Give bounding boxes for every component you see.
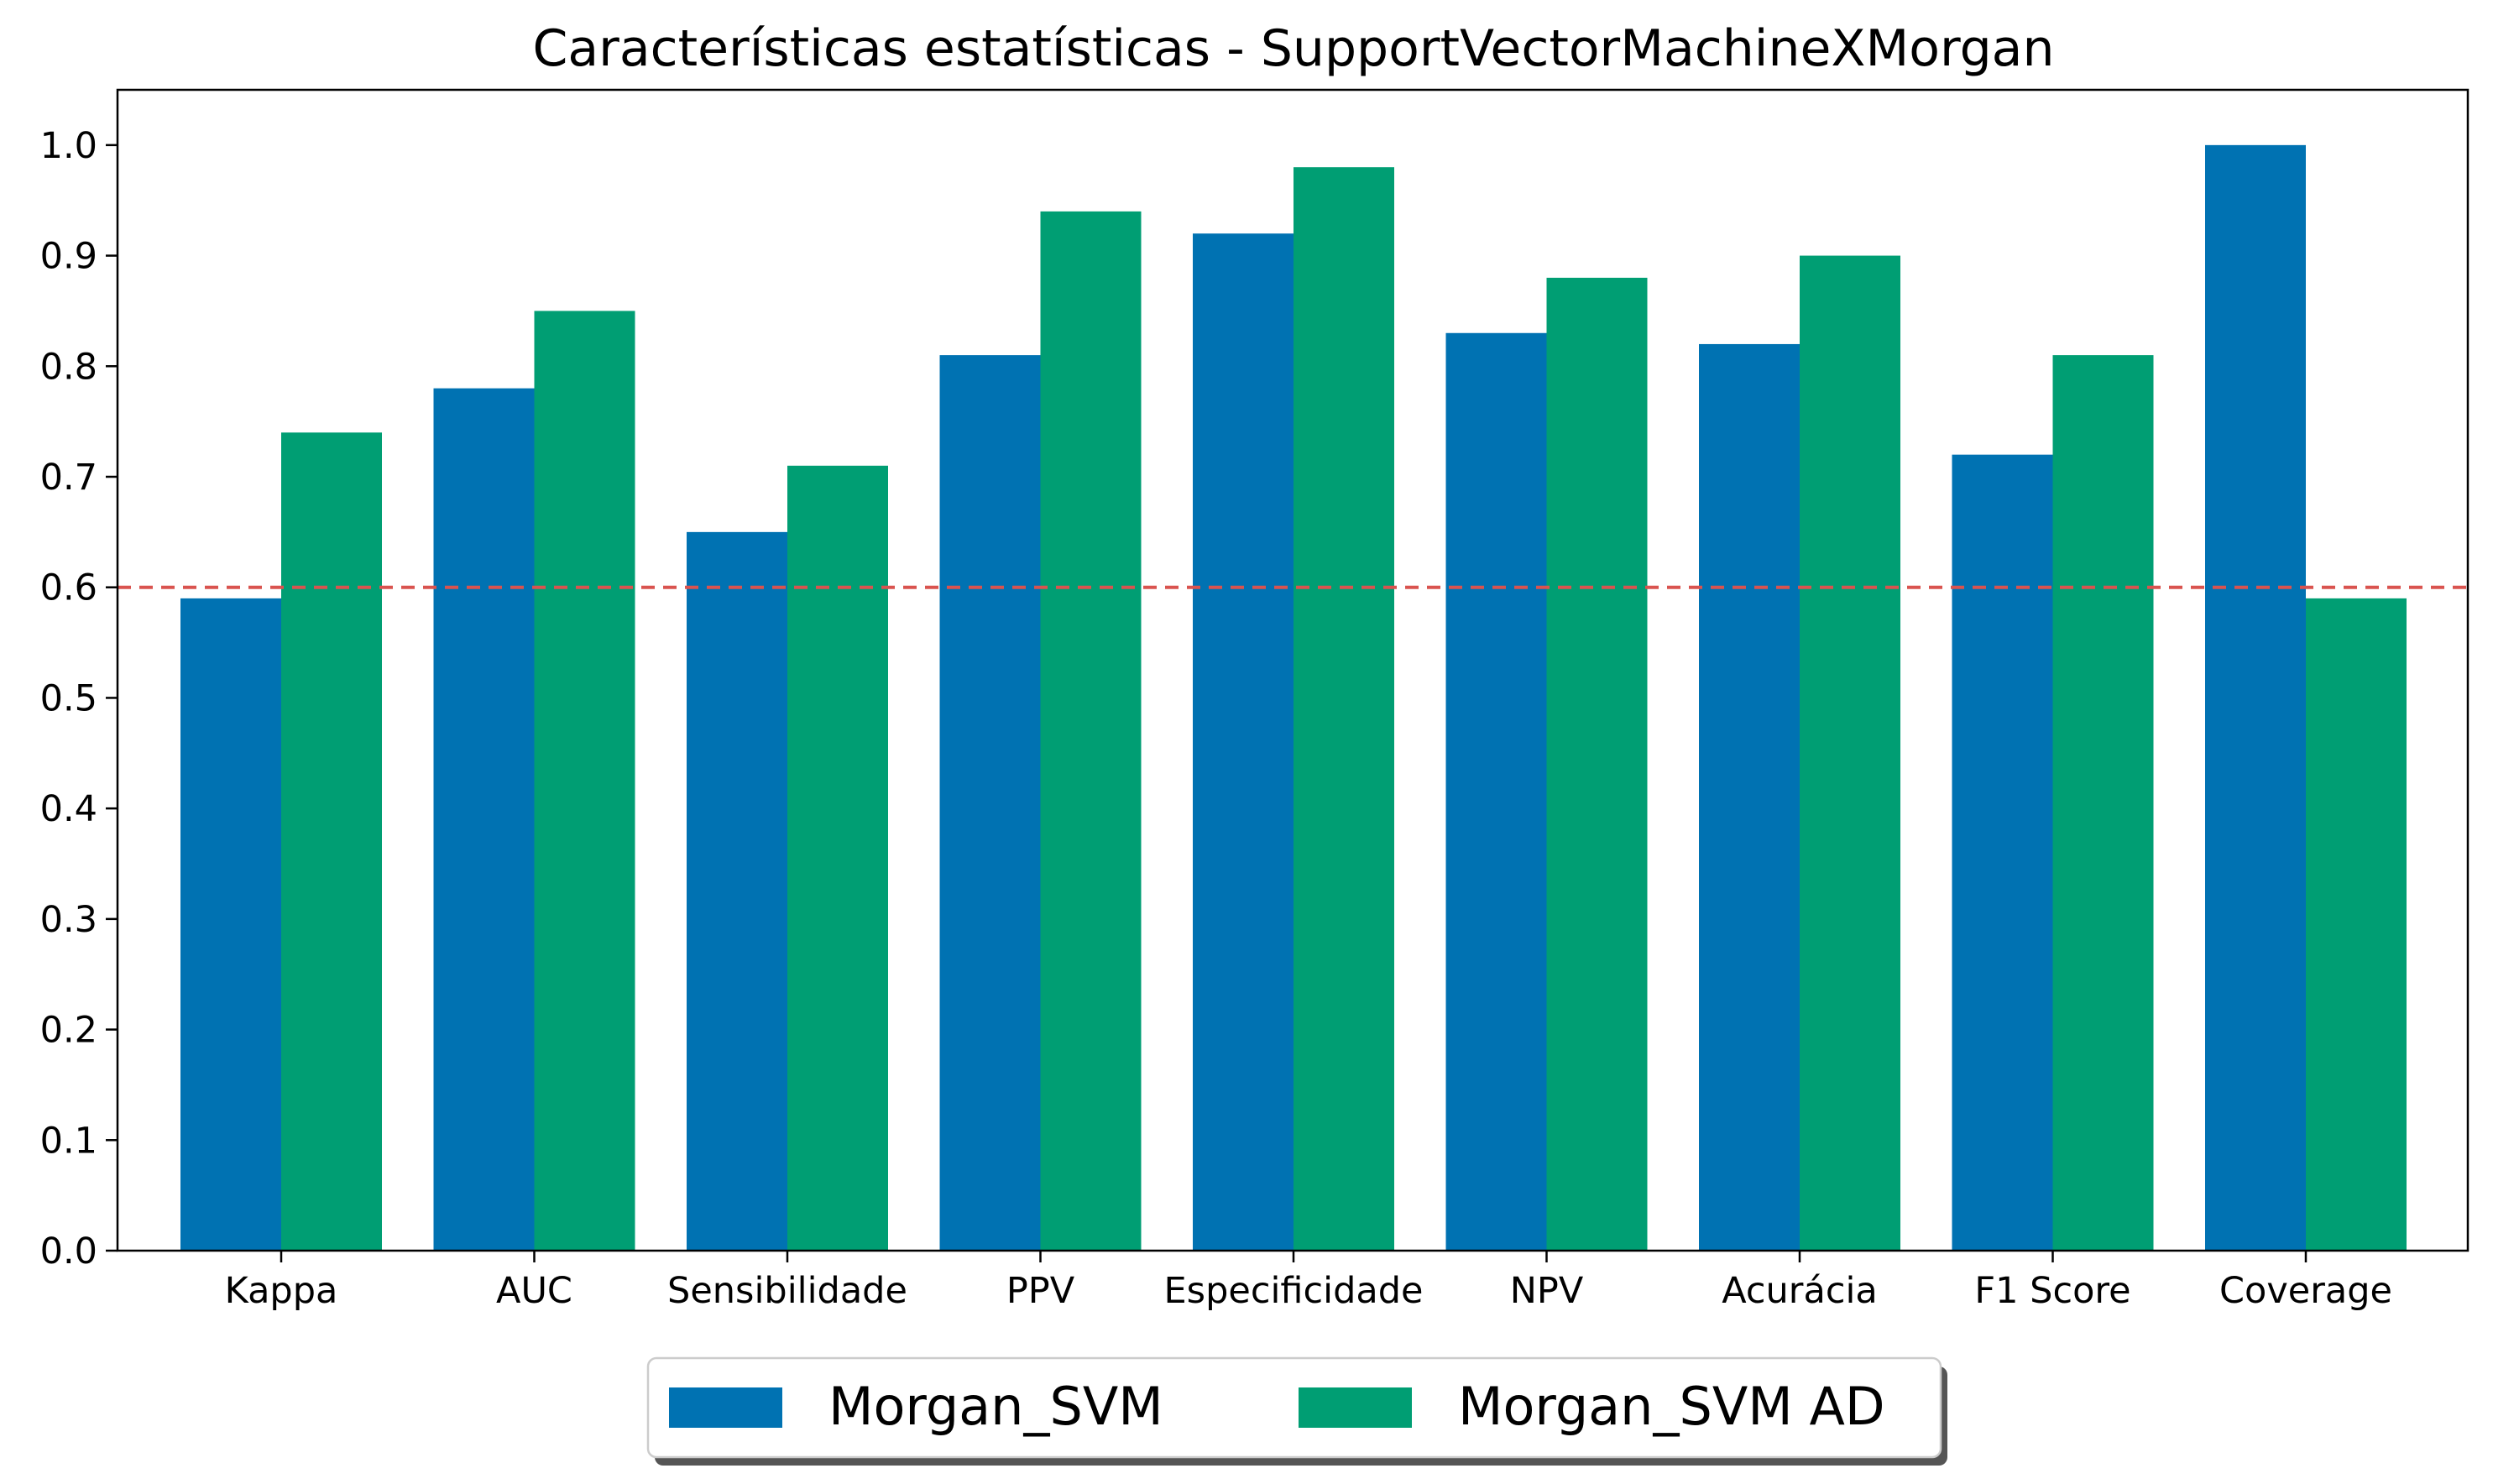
x-tick-label: Kappa [225, 1270, 338, 1312]
bar-morgan-svm-7 [1952, 454, 2053, 1251]
y-tick-label: 0.8 [40, 346, 97, 388]
legend-label: Morgan_SVM [828, 1376, 1163, 1437]
x-tick-label: Coverage [2219, 1270, 2392, 1312]
y-tick-label: 0.3 [40, 899, 97, 941]
bar-morgan-svm-ad-3 [1040, 211, 1142, 1251]
y-tick-label: 0.4 [40, 788, 97, 830]
y-tick-label: 0.9 [40, 236, 97, 278]
y-tick-label: 1.0 [40, 125, 97, 167]
bar-morgan-svm-3 [939, 355, 1041, 1251]
bar-morgan-svm-6 [1699, 343, 1800, 1251]
bar-morgan-svm-ad-0 [281, 432, 382, 1251]
bar-morgan-svm-2 [687, 531, 787, 1251]
bar-morgan-svm-1 [433, 388, 535, 1251]
x-tick-label: NPV [1510, 1270, 1584, 1312]
bar-morgan-svm-ad-4 [1294, 167, 1394, 1251]
bar-morgan-svm-5 [1445, 332, 1547, 1251]
x-tick-label: AUC [496, 1270, 572, 1312]
legend-label: Morgan_SVM AD [1458, 1376, 1885, 1437]
y-tick-label: 0.1 [40, 1120, 97, 1162]
bar-morgan-svm-ad-5 [1546, 277, 1648, 1251]
bar-morgan-svm-ad-2 [787, 465, 888, 1251]
bar-morgan-svm-0 [180, 598, 281, 1251]
bars-layer [180, 144, 2407, 1251]
legend: Morgan_SVM Morgan_SVM AD [646, 1356, 1947, 1466]
x-tick-label: F1 Score [1974, 1270, 2130, 1312]
y-tick-label: 0.2 [40, 1010, 97, 1052]
x-tick-label: PPV [1006, 1270, 1075, 1312]
legend-swatch [1299, 1387, 1412, 1428]
y-tick-label: 0.5 [40, 677, 97, 719]
legend-swatch [669, 1387, 782, 1428]
y-tick-label: 0.6 [40, 567, 97, 609]
y-tick-label: 0.0 [40, 1231, 97, 1272]
bar-morgan-svm-4 [1193, 233, 1294, 1251]
legend-box [646, 1356, 1942, 1459]
y-axis: 0.0 0.1 0.2 0.3 0.4 0.5 0.6 0.7 0.8 0.9 1.0 [40, 125, 118, 1272]
x-tick-label: Acurácia [1722, 1270, 1878, 1312]
chart-title: Características estatísticas - SupportVe… [533, 19, 2055, 78]
x-axis: Kappa AUC Sensibilidade PPV Especificidade NP… [225, 1251, 2392, 1312]
bar-morgan-svm-ad-1 [534, 311, 635, 1251]
bar-morgan-svm-ad-6 [1800, 255, 1900, 1251]
x-tick-label: Sensibilidade [667, 1270, 907, 1312]
bar-morgan-svm-ad-8 [2306, 598, 2407, 1251]
bar-morgan-svm-ad-7 [2052, 355, 2154, 1251]
x-tick-label: Especificidade [1164, 1270, 1424, 1312]
y-tick-label: 0.7 [40, 457, 97, 499]
bar-morgan-svm-8 [2205, 144, 2306, 1251]
